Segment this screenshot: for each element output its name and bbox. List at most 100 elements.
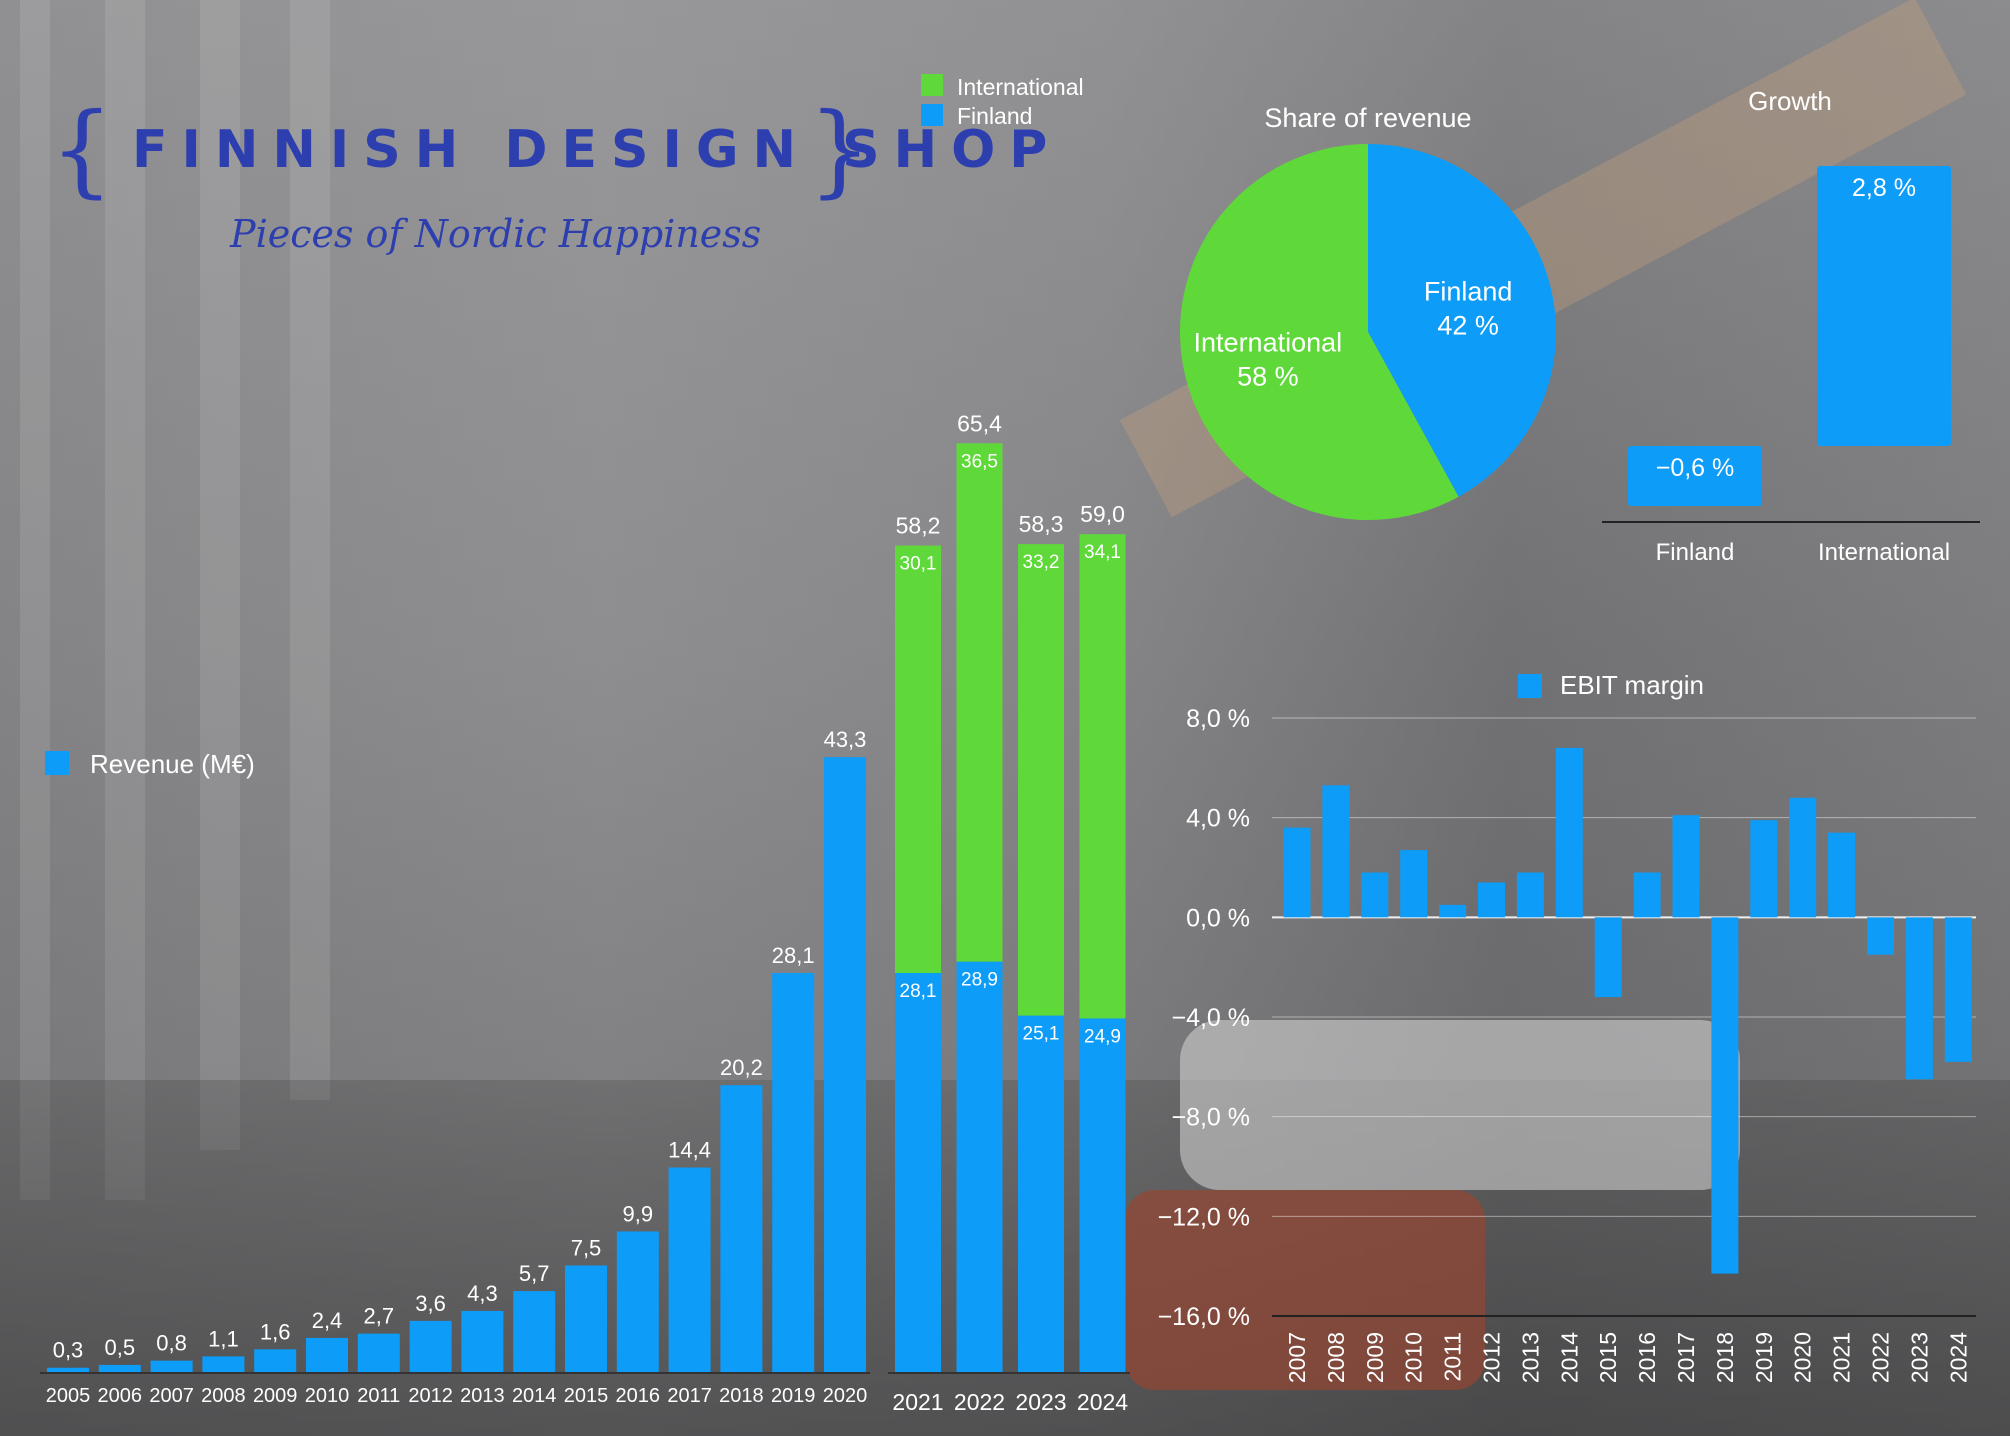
revenue-value-label: 43,3	[824, 727, 867, 752]
split-finland-value-label: 25,1	[1023, 1024, 1060, 1045]
growth-chart: Growth −0,6 % Finland 2,8 % International	[1602, 86, 1980, 566]
ebit-year-label: 2012	[1479, 1332, 1505, 1383]
ebit-year-label: 2007	[1284, 1332, 1310, 1383]
revenue-bar-2018	[720, 1085, 763, 1372]
revenue-value-label: 4,3	[467, 1281, 498, 1306]
ebit-bar-2023	[1905, 917, 1933, 1080]
growth-category-label: International	[1818, 539, 1950, 566]
split-international-value-label: 34,1	[1084, 542, 1121, 563]
ebit-ytick-label: −4,0 %	[1171, 1004, 1250, 1032]
split-legend-swatch-finland	[921, 104, 943, 126]
pie-slice-name-label: International	[1194, 328, 1343, 358]
revenue-year-label: 2010	[305, 1385, 350, 1407]
revenue-bar-2010	[306, 1337, 348, 1372]
split-total-label: 59,0	[1080, 501, 1125, 527]
split-bar-international-2022	[956, 443, 1003, 962]
revenue-bar-2006	[98, 1364, 141, 1372]
ebit-bar-2022	[1867, 917, 1894, 955]
split-year-label: 2023	[1015, 1389, 1066, 1415]
ebit-bar-2010	[1400, 850, 1428, 918]
revenue-year-label: 2009	[253, 1385, 298, 1407]
ebit-bar-2013	[1516, 872, 1544, 918]
ebit-year-label: 2022	[1868, 1332, 1894, 1383]
split-year-label: 2024	[1077, 1389, 1128, 1415]
revenue-year-label: 2012	[408, 1385, 453, 1407]
pie-slice-value-label: 42 %	[1437, 310, 1499, 340]
revenue-year-label: 2018	[719, 1385, 764, 1407]
ebit-bar-2014	[1555, 747, 1583, 918]
revenue-year-label: 2014	[512, 1385, 557, 1407]
revenue-year-label: 2005	[46, 1385, 91, 1407]
ebit-bar-2012	[1478, 882, 1505, 918]
ebit-bar-2019	[1750, 820, 1778, 918]
ebit-year-label: 2024	[1945, 1332, 1971, 1383]
ebit-margin-chart: EBIT margin 8,0 % 4,0 % 0,0 % −4,0 % −8,0 % −1…	[1158, 670, 1976, 1383]
revenue-legend-label: Revenue (M€)	[90, 749, 255, 779]
ebit-legend-swatch	[1518, 674, 1542, 698]
revenue-value-label: 1,6	[260, 1319, 291, 1344]
ebit-year-label: 2019	[1751, 1332, 1777, 1383]
ebit-bar-2008	[1322, 785, 1350, 918]
split-international-value-label: 30,1	[900, 554, 937, 575]
revenue-split-chart: International Finland 28,1 30,1 58,2 2021 28,9…	[888, 74, 1130, 1415]
revenue-bar-2009	[254, 1349, 297, 1372]
revenue-bar-2007	[150, 1360, 193, 1372]
logo-brand-name: FINNISH DESIGN SHOP	[132, 120, 1062, 180]
ebit-year-label: 2023	[1906, 1332, 1932, 1383]
revenue-bar-2019	[772, 972, 815, 1372]
split-bar-finland-2024	[1079, 1018, 1126, 1372]
pie-slice-value-label: 58 %	[1237, 362, 1299, 392]
revenue-value-label: 5,7	[519, 1261, 550, 1286]
ebit-bar-2015	[1594, 917, 1622, 998]
pie-slice-international	[1180, 144, 1459, 520]
split-bar-finland-2021	[895, 972, 941, 1372]
revenue-year-label: 2011	[357, 1385, 400, 1407]
split-bar-finland-2023	[1018, 1015, 1064, 1372]
revenue-bar-2005	[47, 1367, 89, 1372]
split-legend-swatch-international	[921, 74, 943, 96]
logo-brace-right: }	[808, 91, 872, 208]
revenue-bar-2020	[824, 757, 866, 1372]
split-international-value-label: 33,2	[1023, 552, 1060, 573]
revenue-year-label: 2020	[823, 1385, 868, 1407]
brand-logo: { FINNISH DESIGN SHOP } Pieces of Nordic…	[50, 100, 1047, 280]
ebit-year-label: 2018	[1712, 1332, 1738, 1383]
ebit-bar-2017	[1672, 815, 1700, 918]
ebit-year-label: 2021	[1829, 1332, 1855, 1383]
revenue-bar-2012	[409, 1320, 452, 1372]
ebit-year-label: 2010	[1401, 1332, 1427, 1383]
ebit-ytick-label: 0,0 %	[1186, 904, 1250, 932]
growth-value-label: −0,6 %	[1656, 454, 1735, 482]
revenue-value-label: 14,4	[668, 1138, 711, 1163]
revenue-year-label: 2013	[460, 1385, 505, 1407]
revenue-value-label: 0,8	[156, 1331, 187, 1356]
ebit-year-label: 2014	[1556, 1332, 1582, 1383]
revenue-bar-2011	[357, 1333, 400, 1372]
revenue-year-label: 2017	[667, 1385, 712, 1407]
revenue-bar-2016	[616, 1231, 659, 1372]
revenue-value-label: 20,2	[720, 1055, 763, 1080]
revenue-year-label: 2007	[149, 1385, 194, 1407]
ebit-ytick-label: 4,0 %	[1186, 805, 1250, 833]
revenue-chart: Revenue (M€) 0,3 2005 0,5 2006 0,8 2007 1,1 2008…	[40, 727, 870, 1407]
ebit-ytick-label: −16,0 %	[1158, 1303, 1250, 1331]
split-year-label: 2021	[892, 1389, 943, 1415]
growth-category-label: Finland	[1656, 539, 1735, 566]
revenue-bar-2008	[202, 1356, 245, 1372]
split-international-value-label: 36,5	[961, 451, 998, 472]
revenue-year-label: 2008	[201, 1385, 246, 1407]
ebit-bar-2016	[1633, 872, 1661, 918]
split-legend-label-international: International	[957, 74, 1084, 100]
split-bar-international-2024	[1079, 534, 1126, 1019]
ebit-bar-2018	[1711, 917, 1739, 1274]
split-finland-value-label: 28,1	[900, 981, 937, 1002]
growth-bar-international	[1817, 166, 1951, 446]
ebit-year-label: 2020	[1790, 1332, 1816, 1383]
ebit-bar-2009	[1361, 872, 1389, 918]
revenue-value-label: 28,1	[772, 943, 815, 968]
split-bar-international-2021	[895, 545, 941, 973]
growth-bar-finland	[1628, 446, 1762, 506]
split-legend-label-finland: Finland	[957, 103, 1032, 129]
revenue-year-label: 2015	[564, 1385, 609, 1407]
growth-value-label: 2,8 %	[1852, 174, 1916, 202]
